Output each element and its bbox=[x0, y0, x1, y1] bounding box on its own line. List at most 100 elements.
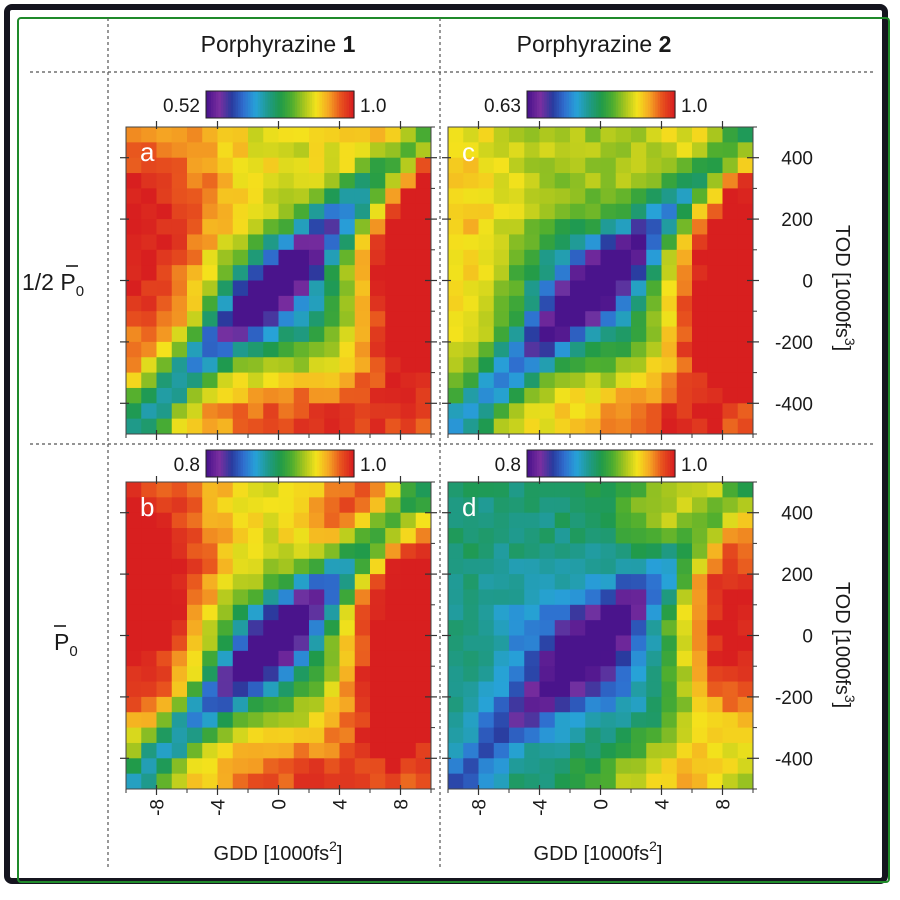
heatmap-cell bbox=[722, 742, 739, 759]
heatmap-cell bbox=[539, 696, 556, 713]
colorbar-swatch bbox=[230, 91, 234, 118]
heatmap-cell bbox=[600, 727, 617, 744]
heatmap-cell bbox=[646, 497, 662, 514]
colorbar-max-label: 1.0 bbox=[360, 96, 386, 117]
heatmap-cell bbox=[463, 127, 479, 143]
heatmap-cell bbox=[524, 604, 540, 621]
heatmap-cell bbox=[339, 341, 356, 358]
colorbar-swatch bbox=[566, 450, 570, 477]
heatmap-cell bbox=[232, 666, 249, 683]
heatmap-cell bbox=[539, 528, 556, 544]
heatmap-cell bbox=[141, 280, 157, 297]
heatmap-cell bbox=[661, 295, 678, 312]
heatmap-cell bbox=[646, 295, 662, 312]
heatmap-cell bbox=[217, 280, 234, 297]
heatmap-cell bbox=[202, 666, 218, 683]
heatmap-cell bbox=[248, 712, 264, 729]
colorbar-swatch bbox=[601, 450, 605, 477]
heatmap-cell bbox=[448, 387, 464, 404]
heatmap-cell bbox=[539, 326, 556, 343]
heatmap-cell bbox=[263, 696, 279, 713]
heatmap-cell bbox=[293, 326, 310, 343]
heatmap-cell bbox=[202, 326, 218, 343]
heatmap-cell bbox=[524, 558, 540, 575]
heatmap-cell bbox=[293, 497, 310, 514]
colorbar-swatch bbox=[284, 91, 288, 118]
heatmap-cell bbox=[339, 558, 356, 575]
colorbar-swatch bbox=[334, 91, 338, 118]
heatmap-cell bbox=[354, 604, 371, 621]
heatmap-cell bbox=[493, 188, 510, 205]
colorbar-swatch bbox=[247, 91, 251, 118]
heatmap-cell bbox=[385, 681, 401, 698]
x-tick-label: 0 bbox=[270, 799, 291, 810]
heatmap-cell bbox=[141, 497, 157, 514]
heatmap-cell bbox=[570, 620, 586, 636]
heatmap-cell bbox=[339, 650, 356, 667]
heatmap-cell bbox=[400, 418, 417, 435]
heatmap-cell bbox=[615, 265, 632, 281]
heatmap-cell bbox=[202, 173, 218, 189]
heatmap-cell bbox=[339, 265, 356, 281]
heatmap-cell bbox=[217, 219, 234, 235]
heatmap-cell bbox=[171, 528, 188, 544]
colorbar-swatch bbox=[583, 450, 587, 477]
heatmap-cell bbox=[722, 372, 739, 389]
heatmap-cell bbox=[339, 387, 356, 404]
heatmap-cell bbox=[524, 234, 540, 251]
colorbar-swatch bbox=[596, 91, 600, 118]
heatmap-cell bbox=[156, 574, 173, 590]
heatmap-cell bbox=[707, 758, 723, 775]
heatmap-cell bbox=[141, 203, 157, 220]
heatmap-cell bbox=[539, 203, 556, 220]
heatmap-cell bbox=[156, 372, 173, 389]
heatmap-cell bbox=[615, 142, 632, 159]
heatmap-cell bbox=[493, 249, 510, 266]
heatmap-cell bbox=[509, 620, 525, 636]
heatmap-cell bbox=[737, 234, 754, 251]
colorbar-swatch bbox=[243, 91, 247, 118]
colorbar-swatch bbox=[257, 450, 261, 477]
heatmap-cell bbox=[600, 387, 617, 404]
heatmap-cell bbox=[400, 311, 417, 328]
heatmap-cell bbox=[248, 558, 264, 575]
heatmap-cell bbox=[722, 696, 739, 713]
heatmap-cell bbox=[692, 681, 708, 698]
heatmap-cell bbox=[676, 558, 693, 575]
colorbar-swatch bbox=[608, 91, 612, 118]
colorbar-swatch bbox=[282, 91, 286, 118]
heatmap-cell bbox=[354, 512, 371, 529]
heatmap-cell bbox=[217, 142, 234, 159]
colorbar-swatch bbox=[287, 450, 291, 477]
colorbar-min-label: 0.63 bbox=[484, 96, 521, 117]
heatmap-cell bbox=[631, 280, 647, 297]
heatmap-cell bbox=[354, 403, 371, 420]
heatmap-cell bbox=[478, 497, 495, 514]
heatmap-cell bbox=[600, 357, 617, 374]
heatmap-cell bbox=[707, 604, 723, 621]
heatmap-cell bbox=[600, 173, 617, 189]
column-header-1: Porphyrazine 1 bbox=[201, 31, 356, 57]
colorbar-swatch bbox=[628, 91, 632, 118]
heatmap-cell bbox=[524, 387, 540, 404]
heatmap-cell bbox=[171, 311, 188, 328]
heatmap-cell bbox=[707, 482, 723, 498]
heatmap-cell bbox=[263, 712, 279, 729]
heatmap-cell bbox=[156, 157, 173, 174]
heatmap-cell bbox=[737, 127, 754, 143]
heatmap-cell bbox=[324, 249, 340, 266]
heatmap-cell bbox=[278, 482, 295, 498]
heatmap-cell bbox=[232, 558, 249, 575]
heatmap-cell bbox=[202, 219, 218, 235]
heatmap-cell bbox=[448, 558, 464, 575]
heatmap-cell bbox=[309, 311, 325, 328]
heatmap-cell bbox=[354, 357, 371, 374]
heatmap-cell bbox=[631, 418, 647, 435]
heatmap-cell bbox=[478, 482, 495, 498]
heatmap-cell bbox=[631, 773, 647, 790]
heatmap-cell bbox=[707, 234, 723, 251]
heatmap-cell bbox=[370, 372, 386, 389]
heatmap-cell bbox=[509, 173, 525, 189]
colorbar-swatch bbox=[623, 91, 627, 118]
heatmap-cell bbox=[676, 712, 693, 729]
